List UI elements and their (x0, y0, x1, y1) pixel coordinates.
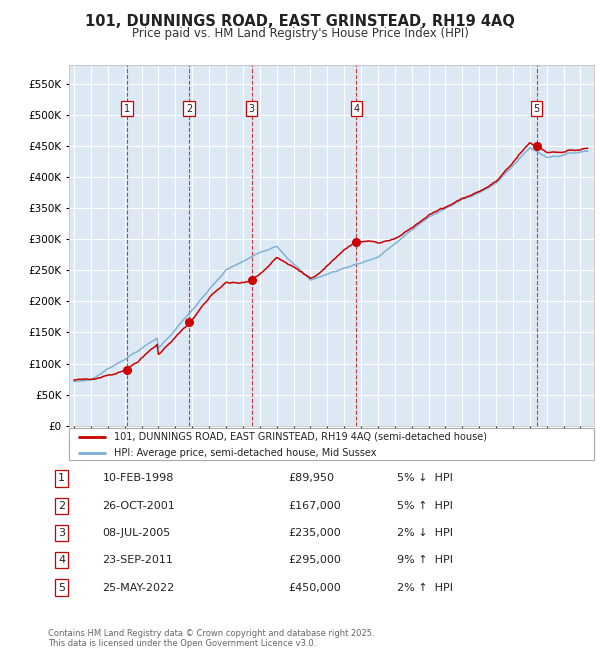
Text: £295,000: £295,000 (288, 555, 341, 566)
Text: 25-MAY-2022: 25-MAY-2022 (103, 582, 175, 593)
Text: HPI: Average price, semi-detached house, Mid Sussex: HPI: Average price, semi-detached house,… (113, 448, 376, 458)
FancyBboxPatch shape (69, 428, 594, 460)
Text: 2% ↑  HPI: 2% ↑ HPI (397, 582, 454, 593)
Text: 9% ↑  HPI: 9% ↑ HPI (397, 555, 454, 566)
Text: £167,000: £167,000 (288, 500, 341, 511)
Text: £450,000: £450,000 (288, 582, 341, 593)
Text: 5: 5 (533, 103, 540, 114)
Text: Contains HM Land Registry data © Crown copyright and database right 2025.
This d: Contains HM Land Registry data © Crown c… (48, 629, 374, 648)
Text: 1: 1 (58, 473, 65, 484)
Text: 2: 2 (58, 500, 65, 511)
Text: 10-FEB-1998: 10-FEB-1998 (103, 473, 174, 484)
Text: 5% ↑  HPI: 5% ↑ HPI (397, 500, 454, 511)
Text: £235,000: £235,000 (288, 528, 341, 538)
Text: £89,950: £89,950 (288, 473, 334, 484)
Text: 1: 1 (124, 103, 130, 114)
Text: 5% ↓  HPI: 5% ↓ HPI (397, 473, 454, 484)
Text: 101, DUNNINGS ROAD, EAST GRINSTEAD, RH19 4AQ (semi-detached house): 101, DUNNINGS ROAD, EAST GRINSTEAD, RH19… (113, 432, 487, 442)
Text: 4: 4 (353, 103, 359, 114)
Text: 08-JUL-2005: 08-JUL-2005 (103, 528, 171, 538)
Text: 101, DUNNINGS ROAD, EAST GRINSTEAD, RH19 4AQ: 101, DUNNINGS ROAD, EAST GRINSTEAD, RH19… (85, 14, 515, 29)
Text: 2% ↓  HPI: 2% ↓ HPI (397, 528, 454, 538)
Text: 26-OCT-2001: 26-OCT-2001 (103, 500, 175, 511)
Text: 3: 3 (248, 103, 255, 114)
Text: 5: 5 (58, 582, 65, 593)
Text: 23-SEP-2011: 23-SEP-2011 (103, 555, 173, 566)
Text: 4: 4 (58, 555, 65, 566)
Text: Price paid vs. HM Land Registry's House Price Index (HPI): Price paid vs. HM Land Registry's House … (131, 27, 469, 40)
Text: 2: 2 (186, 103, 193, 114)
Text: 3: 3 (58, 528, 65, 538)
